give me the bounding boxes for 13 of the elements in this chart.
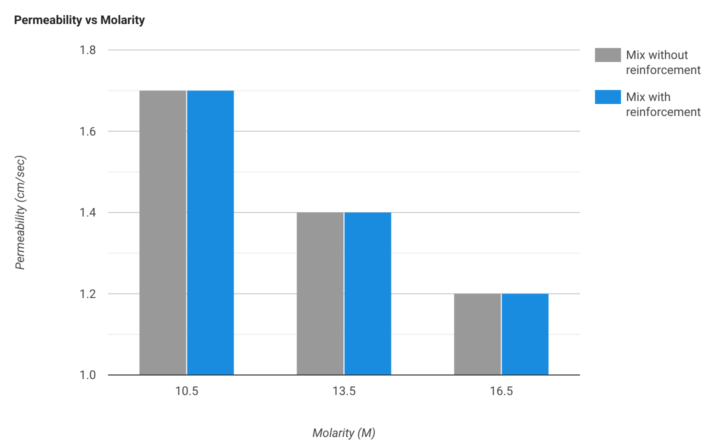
x-tick-label: 10.5 bbox=[174, 384, 199, 398]
y-axis-title: Permeability (cm/sec) bbox=[13, 155, 27, 270]
y-tick-label: 1.4 bbox=[79, 206, 96, 220]
x-tick-label: 13.5 bbox=[332, 384, 356, 398]
x-axis-title: Molarity (M) bbox=[312, 426, 376, 440]
y-tick-label: 1.0 bbox=[79, 368, 96, 382]
y-tick-label: 1.2 bbox=[79, 286, 96, 301]
legend-label: Mix with reinforcement bbox=[626, 90, 701, 119]
x-tick-label: 16.5 bbox=[490, 384, 514, 398]
y-tick-label: 1.6 bbox=[79, 124, 96, 138]
legend-label: Mix without reinforcement bbox=[626, 48, 701, 77]
y-tick-label: 1.8 bbox=[79, 43, 96, 58]
chart-title: Permeability vs Molarity bbox=[14, 13, 146, 27]
